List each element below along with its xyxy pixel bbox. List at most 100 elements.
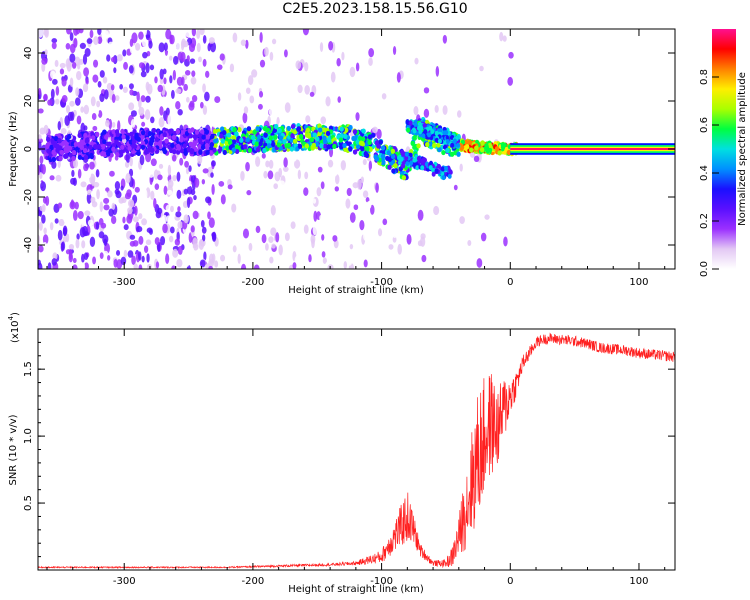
ridge-speck (164, 138, 169, 144)
noise-speck (304, 85, 310, 95)
ridge-speck (296, 126, 301, 132)
noise-speck (110, 215, 117, 225)
noise-speck (136, 91, 140, 102)
noise-speck (372, 246, 378, 257)
ridge-speck (151, 127, 157, 134)
ridge-speck (449, 151, 455, 157)
noise-speck (83, 67, 90, 77)
noise-speck (125, 173, 131, 184)
noise-speck (473, 155, 480, 163)
ridge-speck (64, 153, 69, 159)
noise-speck (304, 62, 309, 72)
noise-speck (172, 248, 179, 258)
noise-speck (142, 51, 148, 59)
ridge-speck (168, 128, 173, 134)
noise-speck (290, 221, 296, 230)
noise-speck (207, 211, 211, 220)
noise-speck (242, 112, 248, 124)
noise-speck (332, 235, 338, 242)
x-tick-label: 0 (507, 576, 513, 587)
noise-speck (255, 225, 261, 234)
noise-speck (141, 218, 148, 226)
noise-speck (258, 204, 264, 215)
noise-speck (220, 254, 226, 262)
ridge-speck (125, 135, 130, 141)
ridge-speck (88, 144, 93, 150)
branch-speck (399, 156, 404, 162)
noise-speck (43, 93, 48, 102)
ridge-speck (319, 139, 324, 145)
noise-speck (134, 42, 141, 51)
noise-speck (94, 231, 100, 243)
noise-speck (278, 90, 282, 101)
noise-speck (219, 53, 225, 61)
noise-speck (144, 109, 151, 120)
noise-speck (84, 47, 91, 57)
ridge-speck (256, 134, 262, 140)
noise-speck (243, 106, 249, 114)
noise-speck (377, 33, 384, 41)
noise-speck (149, 64, 155, 71)
x-tick-label: 100 (629, 277, 648, 288)
noise-speck (322, 52, 326, 60)
ridge-speck (140, 144, 146, 150)
noise-speck (47, 262, 52, 269)
ridge-speck (171, 134, 177, 141)
noise-speck (433, 205, 440, 216)
ridge-speck (219, 133, 224, 139)
noise-speck (331, 102, 336, 114)
noise-speck (207, 43, 211, 52)
ridge-speck (136, 150, 141, 157)
noise-speck (92, 74, 99, 83)
noise-speck (217, 226, 224, 233)
ridge-speck (348, 124, 353, 131)
noise-speck (290, 150, 296, 161)
noise-speck (370, 204, 375, 215)
noise-speck (51, 42, 57, 50)
noise-speck (111, 93, 116, 103)
noise-speck (362, 158, 367, 166)
noise-speck (57, 121, 62, 131)
noise-speck (208, 265, 213, 269)
branch-speck (450, 142, 455, 148)
ridge-speck (277, 128, 282, 134)
ridge-speck (363, 151, 368, 157)
branch-speck (412, 128, 417, 134)
noise-speck (169, 75, 173, 84)
noise-speck (459, 216, 465, 224)
noise-speck (217, 164, 224, 173)
y-tick-label: -40 (23, 237, 34, 253)
noise-speck (130, 110, 137, 117)
colorbar: 0.0 0.2 0.4 0.6 0.8 Normalized spectral ampl… (699, 29, 748, 277)
noise-speck (86, 192, 92, 204)
ridge-speck (468, 147, 474, 153)
noise-speck (122, 204, 127, 215)
noise-speck (423, 87, 430, 94)
noise-speck (45, 195, 50, 206)
branch-speck (418, 129, 423, 135)
noise-speck (77, 210, 84, 220)
noise-speck (196, 29, 201, 40)
ridge-speck (204, 142, 210, 149)
ridge-speck (102, 129, 107, 135)
noise-speck (259, 59, 266, 68)
ridge-speck (222, 149, 227, 156)
y-tick-label: 1.5 (23, 361, 34, 377)
ridge-speck (231, 134, 237, 141)
y-tick-label: 0 (23, 146, 34, 152)
noise-speck (240, 263, 247, 269)
noise-speck (93, 36, 99, 46)
noise-speck (49, 175, 55, 181)
y-tick-label: 1.0 (23, 428, 34, 444)
ridge-speck (67, 145, 73, 151)
branch-speck (405, 161, 410, 167)
noise-speck (334, 186, 339, 192)
noise-speck (186, 197, 191, 209)
ridge-speck (365, 146, 370, 152)
ridge-speck (289, 137, 294, 143)
noise-speck (270, 227, 277, 236)
noise-speck (189, 118, 196, 125)
noise-speck (185, 167, 190, 175)
noise-speck (368, 160, 373, 172)
